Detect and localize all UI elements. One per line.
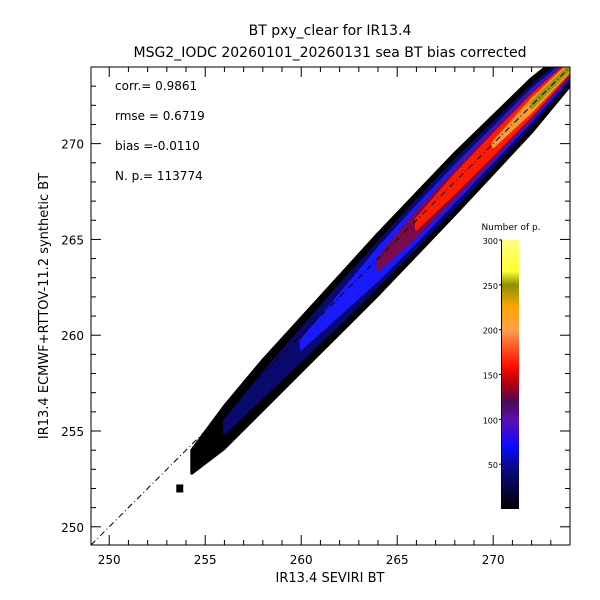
colorbar-title: Number of p.: [481, 223, 540, 233]
outlier-point: [176, 484, 184, 493]
y-tick-label: 265: [61, 233, 84, 247]
x-tick-label: 255: [194, 553, 217, 567]
x-axis-label: IR13.4 SEVIRI BT: [276, 571, 385, 586]
density-level-250: [530, 67, 570, 110]
stat-line: N. p.= 113774: [115, 169, 203, 183]
colorbar-tick-label: 150: [483, 372, 498, 381]
colorbar-ramp: [502, 240, 519, 509]
x-tick-label: 260: [290, 553, 313, 567]
axes: 250 255 260 265 270 250 255 260 265 270: [61, 67, 571, 567]
colorbar-tick-label: 100: [483, 416, 498, 425]
y-tick-label: 270: [61, 138, 84, 152]
stats-box: corr.= 0.9861 rmse = 0.6719 bias =-0.0110 N…: [115, 79, 205, 183]
density-field: [176, 67, 570, 493]
one-to-one-line: [91, 67, 570, 545]
x-tick-label: 265: [386, 553, 409, 567]
y-tick-label: 250: [61, 521, 84, 535]
colorbar-tick-label: 300: [483, 237, 498, 246]
chart-title: BT pxy_clear for IR13.4: [249, 23, 412, 39]
stat-line: bias =-0.0110: [115, 139, 200, 153]
colorbar-tick-label: 50: [488, 461, 498, 470]
x-tick-label: 250: [98, 553, 121, 567]
x-tick-label: 270: [482, 553, 505, 567]
y-tick-label: 255: [61, 425, 84, 439]
chart-subtitle: MSG2_IODC 20260101_20260131 sea BT bias …: [133, 45, 526, 61]
plot-frame: [90, 66, 571, 546]
stat-line: rmse = 0.6719: [115, 109, 205, 123]
y-axis-label: IR13.4 ECMWF+RTTOV-11.2 synthetic BT: [37, 173, 52, 439]
colorbar-tick-label: 200: [483, 327, 498, 336]
colorbar-tick-label: 250: [483, 282, 498, 291]
stat-line: corr.= 0.9861: [115, 79, 197, 93]
y-tick-label: 260: [61, 329, 84, 343]
colorbar: Number of p. 50 100 150 200 250 300: [481, 223, 541, 509]
